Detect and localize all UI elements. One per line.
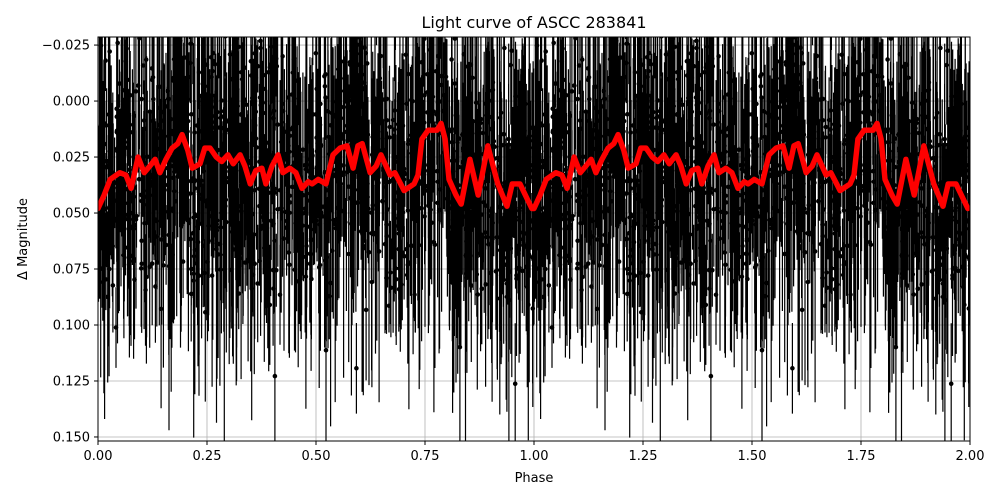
x-tick-label: 0.75 [411, 449, 440, 464]
x-tick-label: 0.25 [193, 449, 222, 464]
y-axis-ticks: −0.025 0.000 0.025 0.050 0.075 0.100 0.125 0.15… [42, 39, 98, 445]
binned-mean-curve [98, 120, 970, 212]
chart-title: Light curve of ASCC 283841 [421, 13, 646, 32]
y-tick-label: −0.025 [42, 39, 90, 54]
x-tick-label: 2.00 [956, 449, 985, 464]
y-tick-label: 0.050 [53, 207, 90, 222]
x-tick-label: 1.75 [847, 449, 876, 464]
y-axis-label: Δ Magnitude [16, 198, 31, 280]
x-tick-label: 1.00 [520, 449, 549, 464]
y-tick-label: 0.025 [53, 151, 90, 166]
x-axis-ticks: 0.00 0.25 0.50 0.75 1.00 1.25 1.50 1.75 2.00 [84, 441, 985, 464]
x-tick-label: 1.50 [738, 449, 767, 464]
x-tick-label: 1.25 [629, 449, 658, 464]
binned-mean-line [98, 120, 970, 212]
observation-points [98, 37, 970, 441]
x-tick-label: 0.50 [302, 449, 331, 464]
y-tick-label: 0.125 [53, 374, 90, 389]
x-axis-label: Phase [515, 471, 554, 486]
y-tick-label: 0.000 [53, 95, 90, 110]
y-tick-label: 0.075 [53, 263, 90, 278]
y-tick-label: 0.150 [53, 430, 90, 445]
x-tick-label: 0.00 [84, 449, 113, 464]
y-tick-label: 0.100 [53, 318, 90, 333]
